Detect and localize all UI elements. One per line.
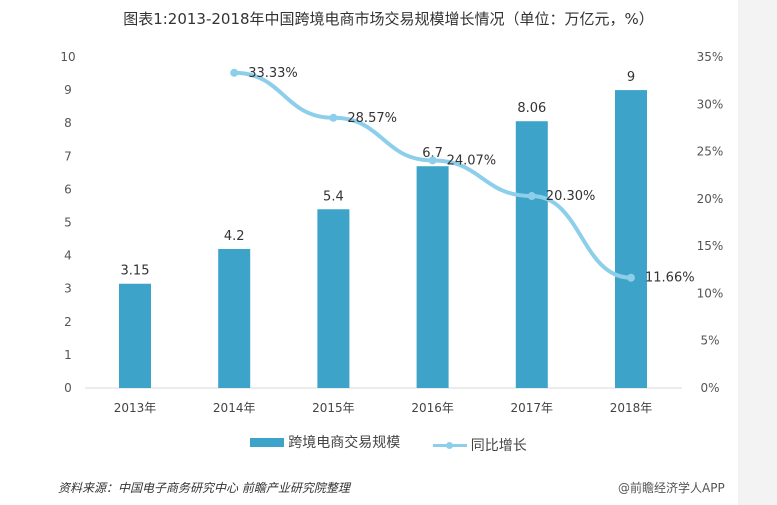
left-tick-label: 4: [64, 249, 72, 263]
x-tick-label: 2014年: [213, 401, 256, 415]
legend-item-bar: 跨境电商交易规模: [250, 432, 400, 452]
right-tick-label: 5%: [700, 334, 719, 348]
credit-watermark: @前瞻经济学人APP: [618, 481, 725, 495]
growth-data-label: 20.30%: [546, 189, 596, 204]
left-tick-label: 7: [64, 149, 72, 163]
x-tick-label: 2015年: [312, 401, 355, 415]
growth-point: [428, 156, 437, 165]
growth-data-label: 11.66%: [645, 271, 695, 286]
left-tick-label: 9: [64, 83, 72, 97]
x-tick-label: 2018年: [610, 401, 653, 415]
right-tick-label: 20%: [697, 192, 724, 206]
bar: [119, 283, 151, 388]
legend-line-label: 同比增长: [470, 438, 527, 454]
left-tick-label: 3: [64, 282, 72, 296]
left-tick-label: 1: [64, 348, 72, 362]
chart-title: 图表1:2013-2018年中国跨境电商市场交易规模增长情况（单位：万亿元，%）: [123, 10, 654, 28]
growth-point: [329, 113, 338, 122]
bar-data-label: 5.4: [323, 189, 344, 204]
left-tick-label: 6: [64, 182, 72, 196]
x-tick-label: 2016年: [411, 401, 454, 415]
left-tick-label: 0: [64, 381, 72, 395]
left-tick-label: 10: [60, 50, 75, 64]
growth-point: [527, 192, 536, 201]
bar-data-label: 3.15: [121, 264, 150, 279]
legend-item-line: 同比增长: [432, 435, 527, 455]
right-tick-label: 30%: [697, 97, 724, 111]
right-tick-label: 15%: [697, 239, 724, 253]
legend-bar-swatch: [250, 437, 285, 447]
right-tick-label: 35%: [697, 50, 724, 64]
x-tick-label: 2013年: [114, 401, 157, 415]
legend-bar-label: 跨境电商交易规模: [288, 435, 401, 451]
bar-data-label: 9: [627, 70, 635, 85]
bar: [515, 121, 548, 389]
source-note: 资料来源：中国电子商务研究中心 前瞻产业研究院整理: [58, 481, 350, 495]
left-tick-label: 5: [64, 216, 72, 230]
bar-data-label: 8.06: [517, 101, 546, 116]
growth-data-label: 28.57%: [347, 111, 397, 126]
x-tick-label: 2017年: [511, 401, 554, 415]
bar: [416, 166, 449, 388]
growth-point: [230, 68, 239, 77]
bar-data-label: 4.2: [224, 229, 245, 244]
bar-data-label: 6.7: [422, 146, 443, 161]
legend-line-swatch: [432, 441, 467, 449]
right-tick-label: 10%: [697, 286, 724, 300]
left-tick-label: 8: [64, 116, 72, 130]
right-margin-band: [738, 0, 777, 505]
growth-data-label: 33.33%: [248, 66, 298, 81]
bar: [317, 209, 350, 388]
growth-data-label: 24.07%: [447, 153, 497, 168]
right-tick-label: 0%: [700, 381, 719, 395]
bar: [615, 90, 647, 388]
growth-point: [627, 273, 635, 282]
right-tick-label: 25%: [697, 145, 724, 159]
left-tick-label: 2: [64, 315, 72, 329]
legend: 跨境电商交易规模 同比增长: [0, 432, 777, 455]
bar: [218, 248, 251, 388]
